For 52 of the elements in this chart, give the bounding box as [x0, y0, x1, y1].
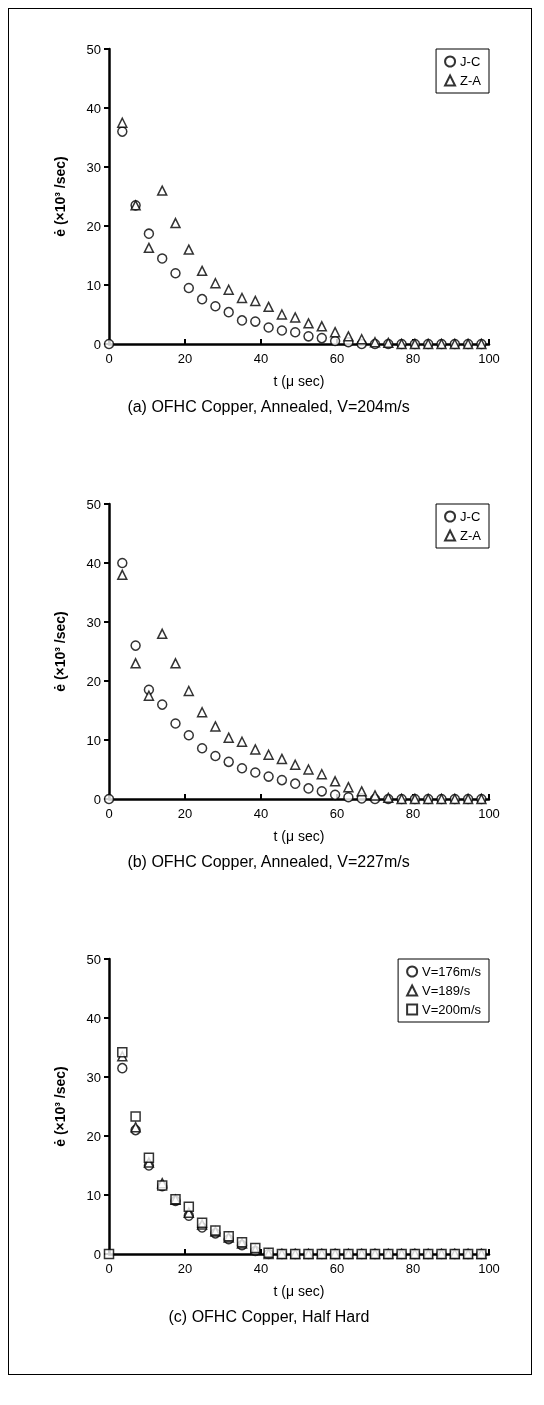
x-tick-label: 60	[329, 1261, 345, 1276]
x-tick-label: 40	[253, 351, 269, 366]
y-tick-label: 20	[86, 1128, 101, 1144]
y-tick-label: 50	[86, 951, 101, 967]
x-tick-label: 20	[177, 351, 193, 366]
text: (c) OFHC Copper, Half Hard	[168, 1307, 370, 1325]
x-tick-label: 80	[405, 1261, 421, 1276]
legend-label: Z-A	[460, 73, 482, 88]
y-tick-label: 20	[86, 673, 101, 689]
y-tick-label: 10	[86, 277, 101, 293]
x-axis-title: t (μ sec)	[273, 1283, 325, 1299]
legend-label: Z-A	[460, 528, 482, 543]
y-tick-label: 0	[93, 791, 101, 807]
y-tick-label: 40	[86, 100, 101, 116]
y-tick-label: 30	[86, 614, 101, 630]
text: (a) OFHC Copper, Annealed, V=204m/s	[127, 397, 410, 415]
x-tick-label: 40	[253, 1261, 269, 1276]
y-tick-label: 40	[86, 1010, 101, 1026]
legend-label: J-C	[460, 509, 481, 524]
y-tick-label: 0	[93, 336, 101, 352]
x-axis-title: t (μ sec)	[273, 828, 325, 844]
x-tick-label: 100	[478, 806, 500, 821]
x-axis-title: t (μ sec)	[273, 373, 325, 389]
y-tick-label: 0	[93, 1246, 101, 1262]
y-tick-label: 20	[86, 218, 101, 234]
y-tick-label: 50	[86, 41, 101, 57]
y-axis-title: ė (×10³ /sec)	[52, 1066, 68, 1147]
y-axis-title: ė (×10³ /sec)	[52, 611, 68, 692]
y-tick-label: 30	[86, 1069, 101, 1085]
x-tick-label: 0	[105, 806, 113, 821]
x-tick-label: 20	[177, 806, 193, 821]
x-tick-label: 80	[405, 351, 421, 366]
y-tick-label: 50	[86, 496, 101, 512]
legend-label: V=189/s	[422, 983, 471, 998]
x-tick-label: 100	[478, 1261, 500, 1276]
x-tick-label: 20	[177, 1261, 193, 1276]
y-axis-title: ė (×10³ /sec)	[52, 156, 68, 237]
x-tick-label: 80	[405, 806, 421, 821]
legend-label: V=176m/s	[422, 964, 482, 979]
y-tick-label: 10	[86, 1187, 101, 1203]
x-tick-label: 60	[329, 806, 345, 821]
x-tick-label: 100	[478, 351, 500, 366]
x-tick-label: 60	[329, 351, 345, 366]
x-tick-label: 0	[105, 351, 113, 366]
legend-label: V=200m/s	[422, 1002, 482, 1017]
legend-label: J-C	[460, 54, 481, 69]
x-tick-label: 0	[105, 1261, 113, 1276]
y-tick-label: 30	[86, 159, 101, 175]
text: (b) OFHC Copper, Annealed, V=227m/s	[127, 852, 410, 870]
y-tick-label: 40	[86, 555, 101, 571]
x-tick-label: 40	[253, 806, 269, 821]
y-tick-label: 10	[86, 732, 101, 748]
